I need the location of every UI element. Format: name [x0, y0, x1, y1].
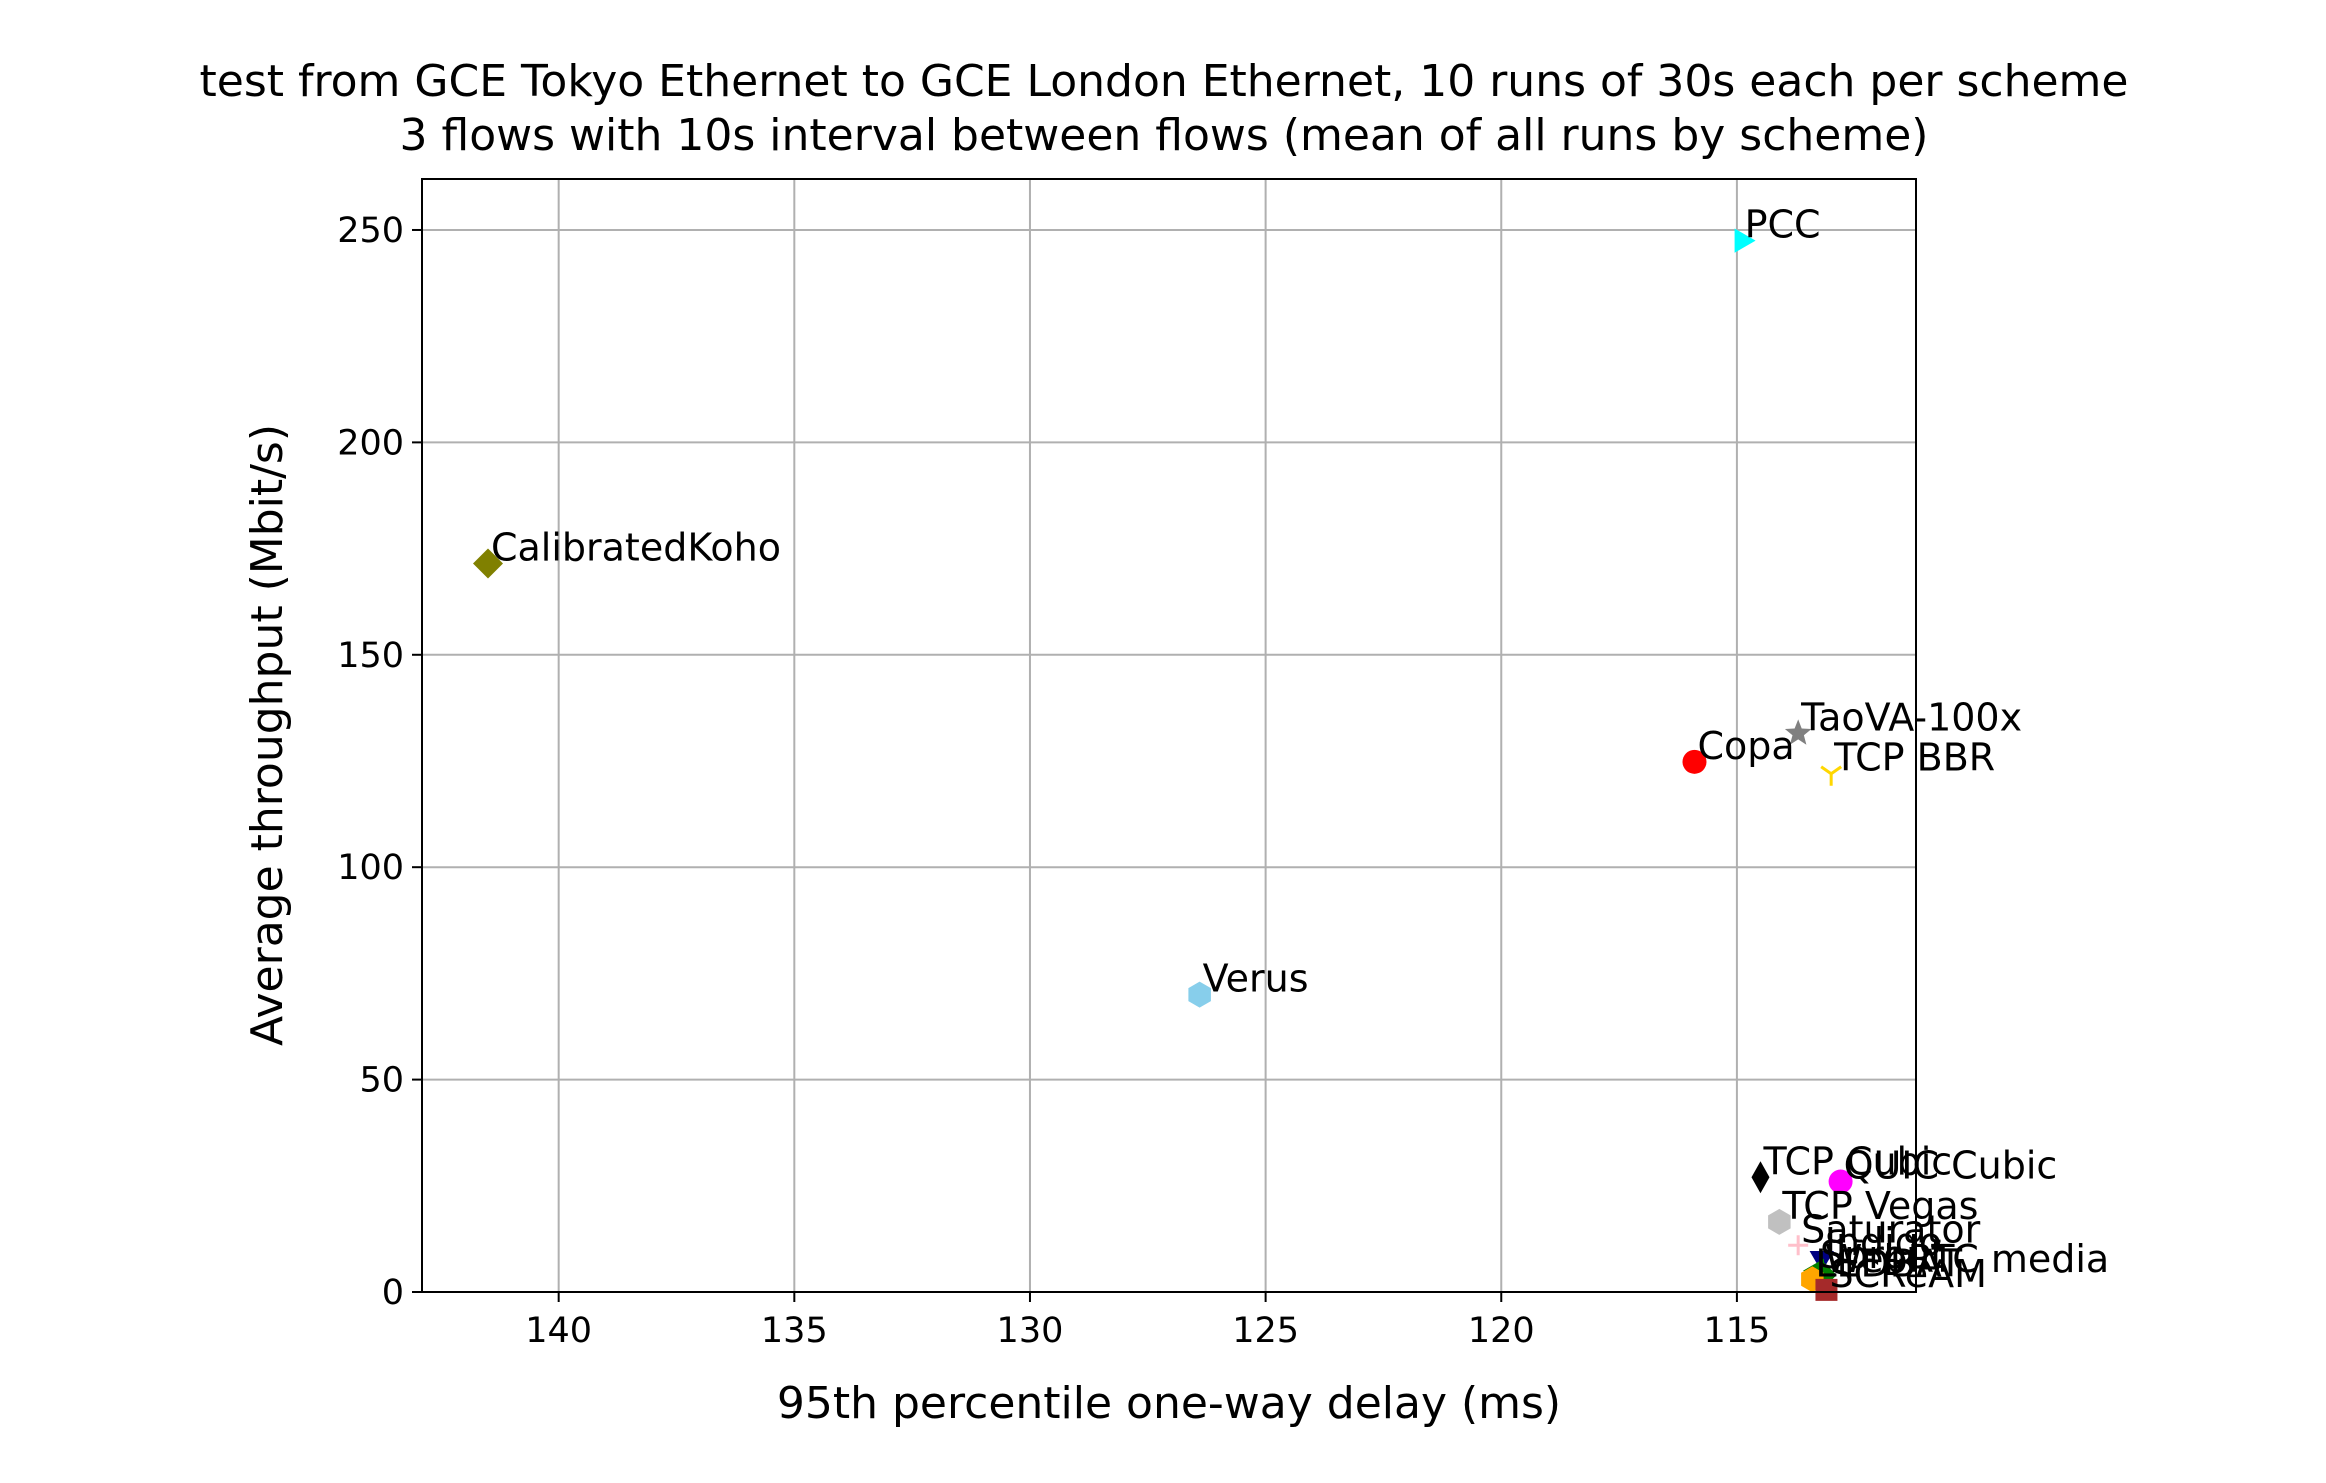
tcp-vegas-marker: [1768, 1208, 1791, 1235]
tcp-bbr-marker: [1820, 765, 1843, 786]
y-axis-label: Average throughput (Mbit/s): [242, 424, 293, 1046]
calibratedkoho-label: CalibratedKoho: [491, 525, 781, 569]
x-tick-label: 135: [761, 1311, 828, 1351]
pcc-marker: [1734, 228, 1756, 253]
webrtc-media-label: WebRTC media: [1825, 1237, 2109, 1281]
x-tick-label: 125: [1232, 1311, 1299, 1351]
taova-100x-marker: [1784, 719, 1812, 745]
copa-label: Copa: [1697, 724, 1794, 768]
tcp-cubic-marker: [1751, 1161, 1770, 1194]
verus-marker: [1188, 981, 1211, 1008]
sprout-label: Sprout: [1820, 1233, 1945, 1277]
y-tick-label: 100: [337, 848, 404, 888]
saturator-label: Saturator: [1801, 1207, 1980, 1251]
tcp-bbr-label: TCP BBR: [1833, 736, 1995, 780]
x-tick-label: 140: [525, 1311, 592, 1351]
chart-subtitle: 3 flows with 10s interval between flows …: [400, 110, 1929, 161]
quic-cubic-label: QUIC Cubic: [1844, 1144, 2058, 1188]
x-tick-label: 130: [997, 1311, 1064, 1351]
y-tick-label: 150: [337, 636, 404, 676]
pcc-label: PCC: [1745, 203, 1821, 247]
y-tick-label: 0: [382, 1273, 404, 1313]
y-tick-label: 200: [337, 423, 404, 463]
quic-cubic-marker: [1828, 1169, 1853, 1194]
y-tick-label: 50: [359, 1061, 404, 1101]
tcp-vegas-label: TCP Vegas: [1781, 1184, 1978, 1228]
tcp-cubic-label: TCP Cubic: [1762, 1139, 1952, 1183]
plot-frame: [421, 178, 1917, 1293]
saturator-marker: [1788, 1235, 1809, 1256]
copa-marker: [1682, 749, 1707, 774]
ledbat-label: LEDBAT: [1815, 1241, 1963, 1285]
indigo-label: Indigo: [1825, 1220, 1942, 1264]
calibratedkoho-marker: [473, 548, 503, 579]
verus-label: Verus: [1203, 957, 1309, 1001]
grid-lines: [422, 179, 1916, 1293]
chart-title: test from GCE Tokyo Ethernet to GCE Lond…: [200, 56, 2129, 107]
scream-marker: [1815, 1278, 1838, 1301]
x-tick-label: 115: [1704, 1311, 1771, 1351]
x-tick-label: 120: [1468, 1311, 1535, 1351]
y-tick-label: 250: [337, 211, 404, 251]
scream-label: SCReAM: [1829, 1252, 1987, 1296]
taova-100x-label: TaoVA-100x: [1800, 695, 2022, 739]
axis-ticks: 140 135 130 125 120 115 0 50 100 150 200 250: [337, 211, 1770, 1351]
x-axis-label: 95th percentile one-way delay (ms): [777, 1378, 1561, 1429]
data-points: [473, 228, 1853, 1301]
